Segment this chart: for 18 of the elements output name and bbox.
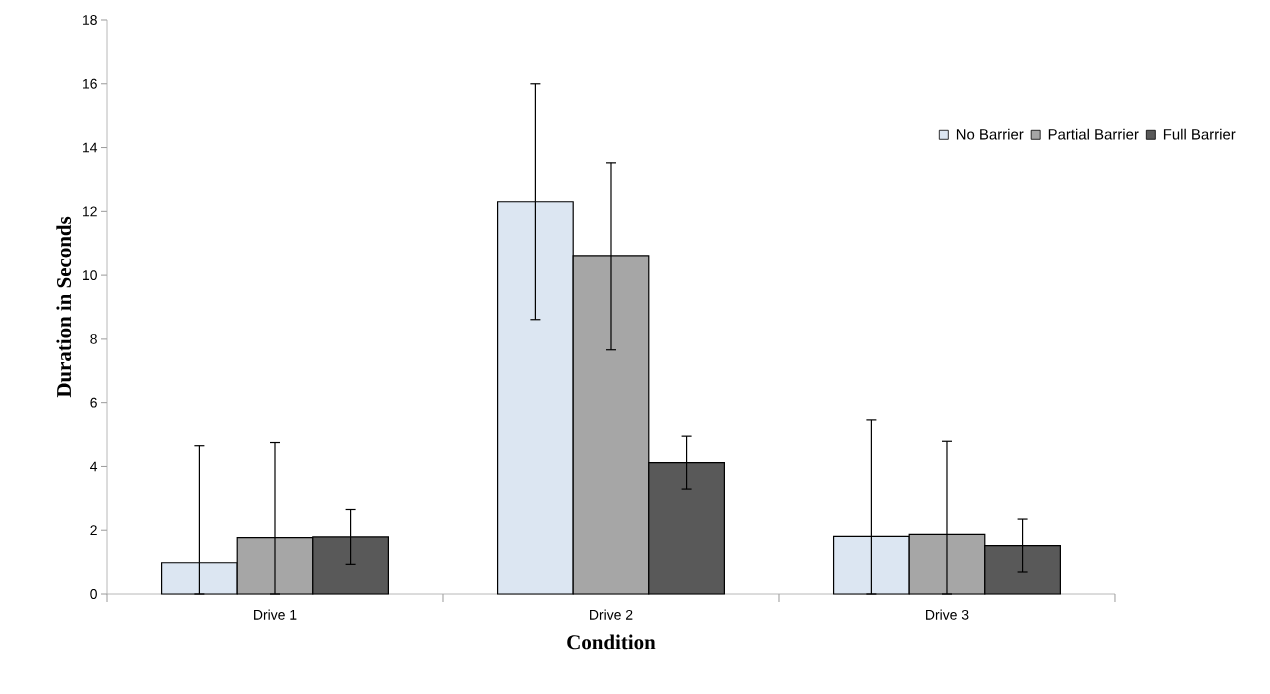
y-tick-label: 8	[90, 333, 97, 344]
y-tick-label: 4	[90, 461, 98, 472]
x-tick-label: Drive 3	[926, 609, 969, 620]
y-tick-label: 14	[83, 142, 98, 153]
x-tick-label: Drive 1	[254, 609, 297, 620]
legend-label: Partial Barrier	[1048, 128, 1139, 140]
legend-label: Full Barrier	[1163, 128, 1236, 140]
y-tick-label: 10	[83, 270, 97, 281]
y-axis-title: Duration in Seconds	[56, 216, 72, 398]
y-tick-label: 12	[83, 206, 97, 217]
y-tick-label: 0	[90, 589, 97, 599]
y-tick-label: 16	[83, 78, 97, 89]
y-tick-label: 18	[83, 15, 97, 25]
legend-label: No Barrier	[956, 128, 1024, 140]
y-tick-label: 6	[90, 397, 97, 408]
y-tick-label: 2	[90, 525, 97, 536]
x-tick-label: Drive 2	[590, 609, 633, 620]
x-axis-title: Condition	[567, 634, 656, 650]
